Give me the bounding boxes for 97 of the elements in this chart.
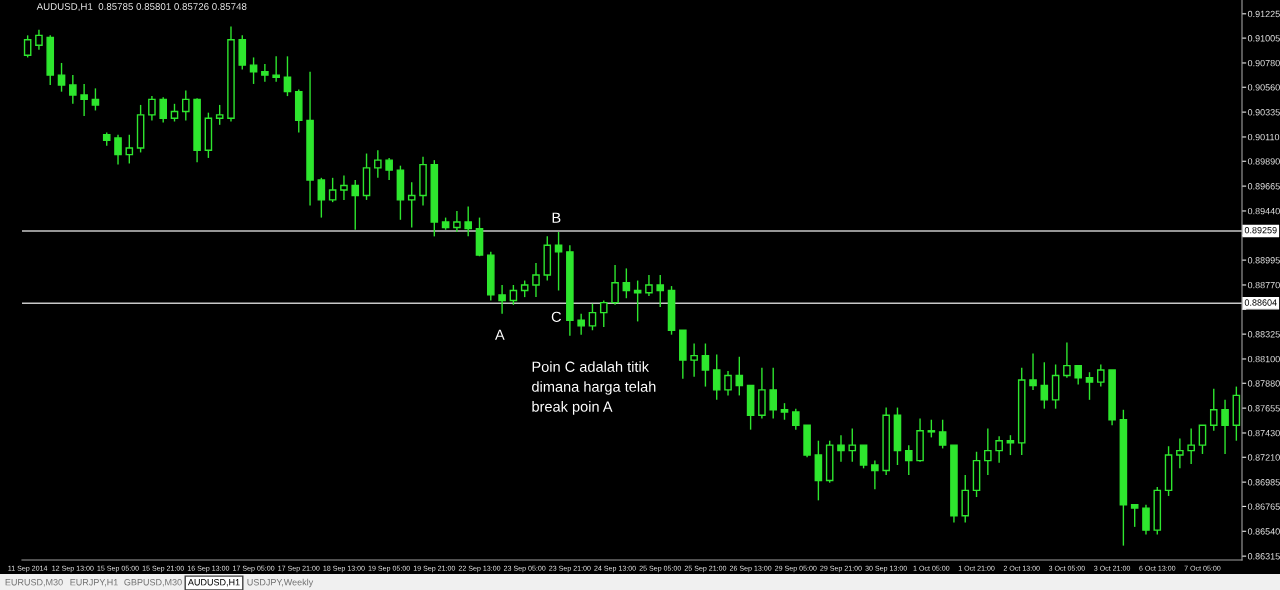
candlestick [181,89,190,122]
candlestick [498,284,506,315]
candlestick [690,342,698,378]
candlestick [588,303,597,331]
candlestick [464,205,473,238]
candlestick [249,56,258,85]
candlestick [407,181,416,229]
candlestick [1085,371,1094,401]
candlestick [385,157,393,181]
candlestick [317,177,326,219]
candlestick [1006,434,1015,456]
candlestick [340,174,348,201]
candlestick [272,55,280,83]
y-tick-label: 0.88325 [1247,331,1280,338]
candlestick [554,231,563,292]
y-tick-label: 0.91005 [1247,35,1280,42]
candlestick [328,177,337,203]
annotation: B [552,212,561,223]
y-tick-label: 0.90780 [1247,59,1280,67]
y-tick-label: 0.90560 [1247,84,1280,91]
candlestick [1187,427,1195,465]
ref-line-label: 0.88604 [1244,299,1277,306]
candlestick [148,95,156,122]
candlestick [91,87,100,112]
candlestick [791,407,800,431]
candlestick [114,134,122,166]
y-tick-label: 0.86315 [1247,553,1280,560]
candlestick [848,427,857,463]
candlestick [622,267,631,299]
annotation: Poin C adalah titik dimana harga telah break poin A [532,361,656,415]
candlestick [453,210,461,233]
y-tick-label: 0.87430 [1247,429,1280,437]
candlestick [984,427,992,476]
candlestick [509,284,518,306]
chart-title: AUDUSD,H1 0.85785 0.85801 0.85726 0.85748 [36,3,247,12]
text: USDJPY,Weekly [247,578,314,588]
candlestick [1221,399,1229,455]
y-tick-label: 0.90110 [1247,133,1280,141]
candlestick [125,134,134,165]
candlestick [724,370,732,397]
candlestick [1130,504,1139,528]
y-tick-label: 0.90335 [1247,109,1280,116]
candlestick [656,274,665,308]
candlestick [1176,437,1184,470]
candlestick [904,444,913,476]
text: AUDUSD,H1 [187,579,240,587]
candlestick [735,356,744,397]
candlestick [1074,364,1083,386]
candlestick [1096,363,1105,388]
candlestick [23,34,32,59]
y-tick-label: 0.88995 [1247,257,1280,264]
annotation: C [551,311,562,322]
candlestick [712,353,721,401]
ref-line-label: 0.89259 [1244,226,1277,234]
y-tick-label: 0.86985 [1247,479,1280,486]
candlestick [532,262,540,298]
y-tick-label: 0.87880 [1247,380,1280,387]
candlestick [611,264,619,306]
candlestick [995,435,1003,464]
candlestick [1040,361,1049,410]
candlestick [57,62,66,93]
text: GBPUSD,M30 [124,579,182,587]
candlestick [1209,388,1218,432]
y-tick-label: 0.89890 [1247,158,1280,165]
candlestick [80,83,88,117]
y-tick-label: 0.89440 [1247,207,1280,215]
candlestick [1198,424,1207,455]
y-tick-label: 0.86540 [1247,528,1280,535]
candlestick [215,104,224,126]
candlestick [159,96,168,124]
candlestick [261,63,269,83]
y-tick-label: 0.87655 [1247,405,1280,412]
y-tick-label: 0.89665 [1247,183,1280,190]
candlestick [837,434,845,463]
candlestick [645,274,653,297]
text: EURUSD,M30 [5,579,63,587]
y-tick-label: 0.88770 [1247,281,1280,289]
candlestick [701,342,710,388]
y-tick-label: 0.91225 [1247,10,1280,18]
candlestick [769,367,778,420]
candlestick [871,459,879,491]
candlestick [35,29,43,51]
candlestick [351,179,360,231]
candlestick [1142,504,1150,536]
y-tick-label: 0.86765 [1247,503,1280,510]
candlestick [577,312,585,336]
y-tick-label: 0.88100 [1247,355,1280,363]
y-tick-label: 0.87210 [1247,454,1280,461]
candlestick [1063,341,1071,379]
text: EURJPY,H1 [70,579,118,587]
candlestick [1029,352,1037,391]
candlestick [374,149,382,179]
annotation: A [495,329,505,340]
candlestick [859,444,868,470]
candlestick [69,74,77,105]
candlestick [599,299,608,328]
candlestick [938,419,947,450]
